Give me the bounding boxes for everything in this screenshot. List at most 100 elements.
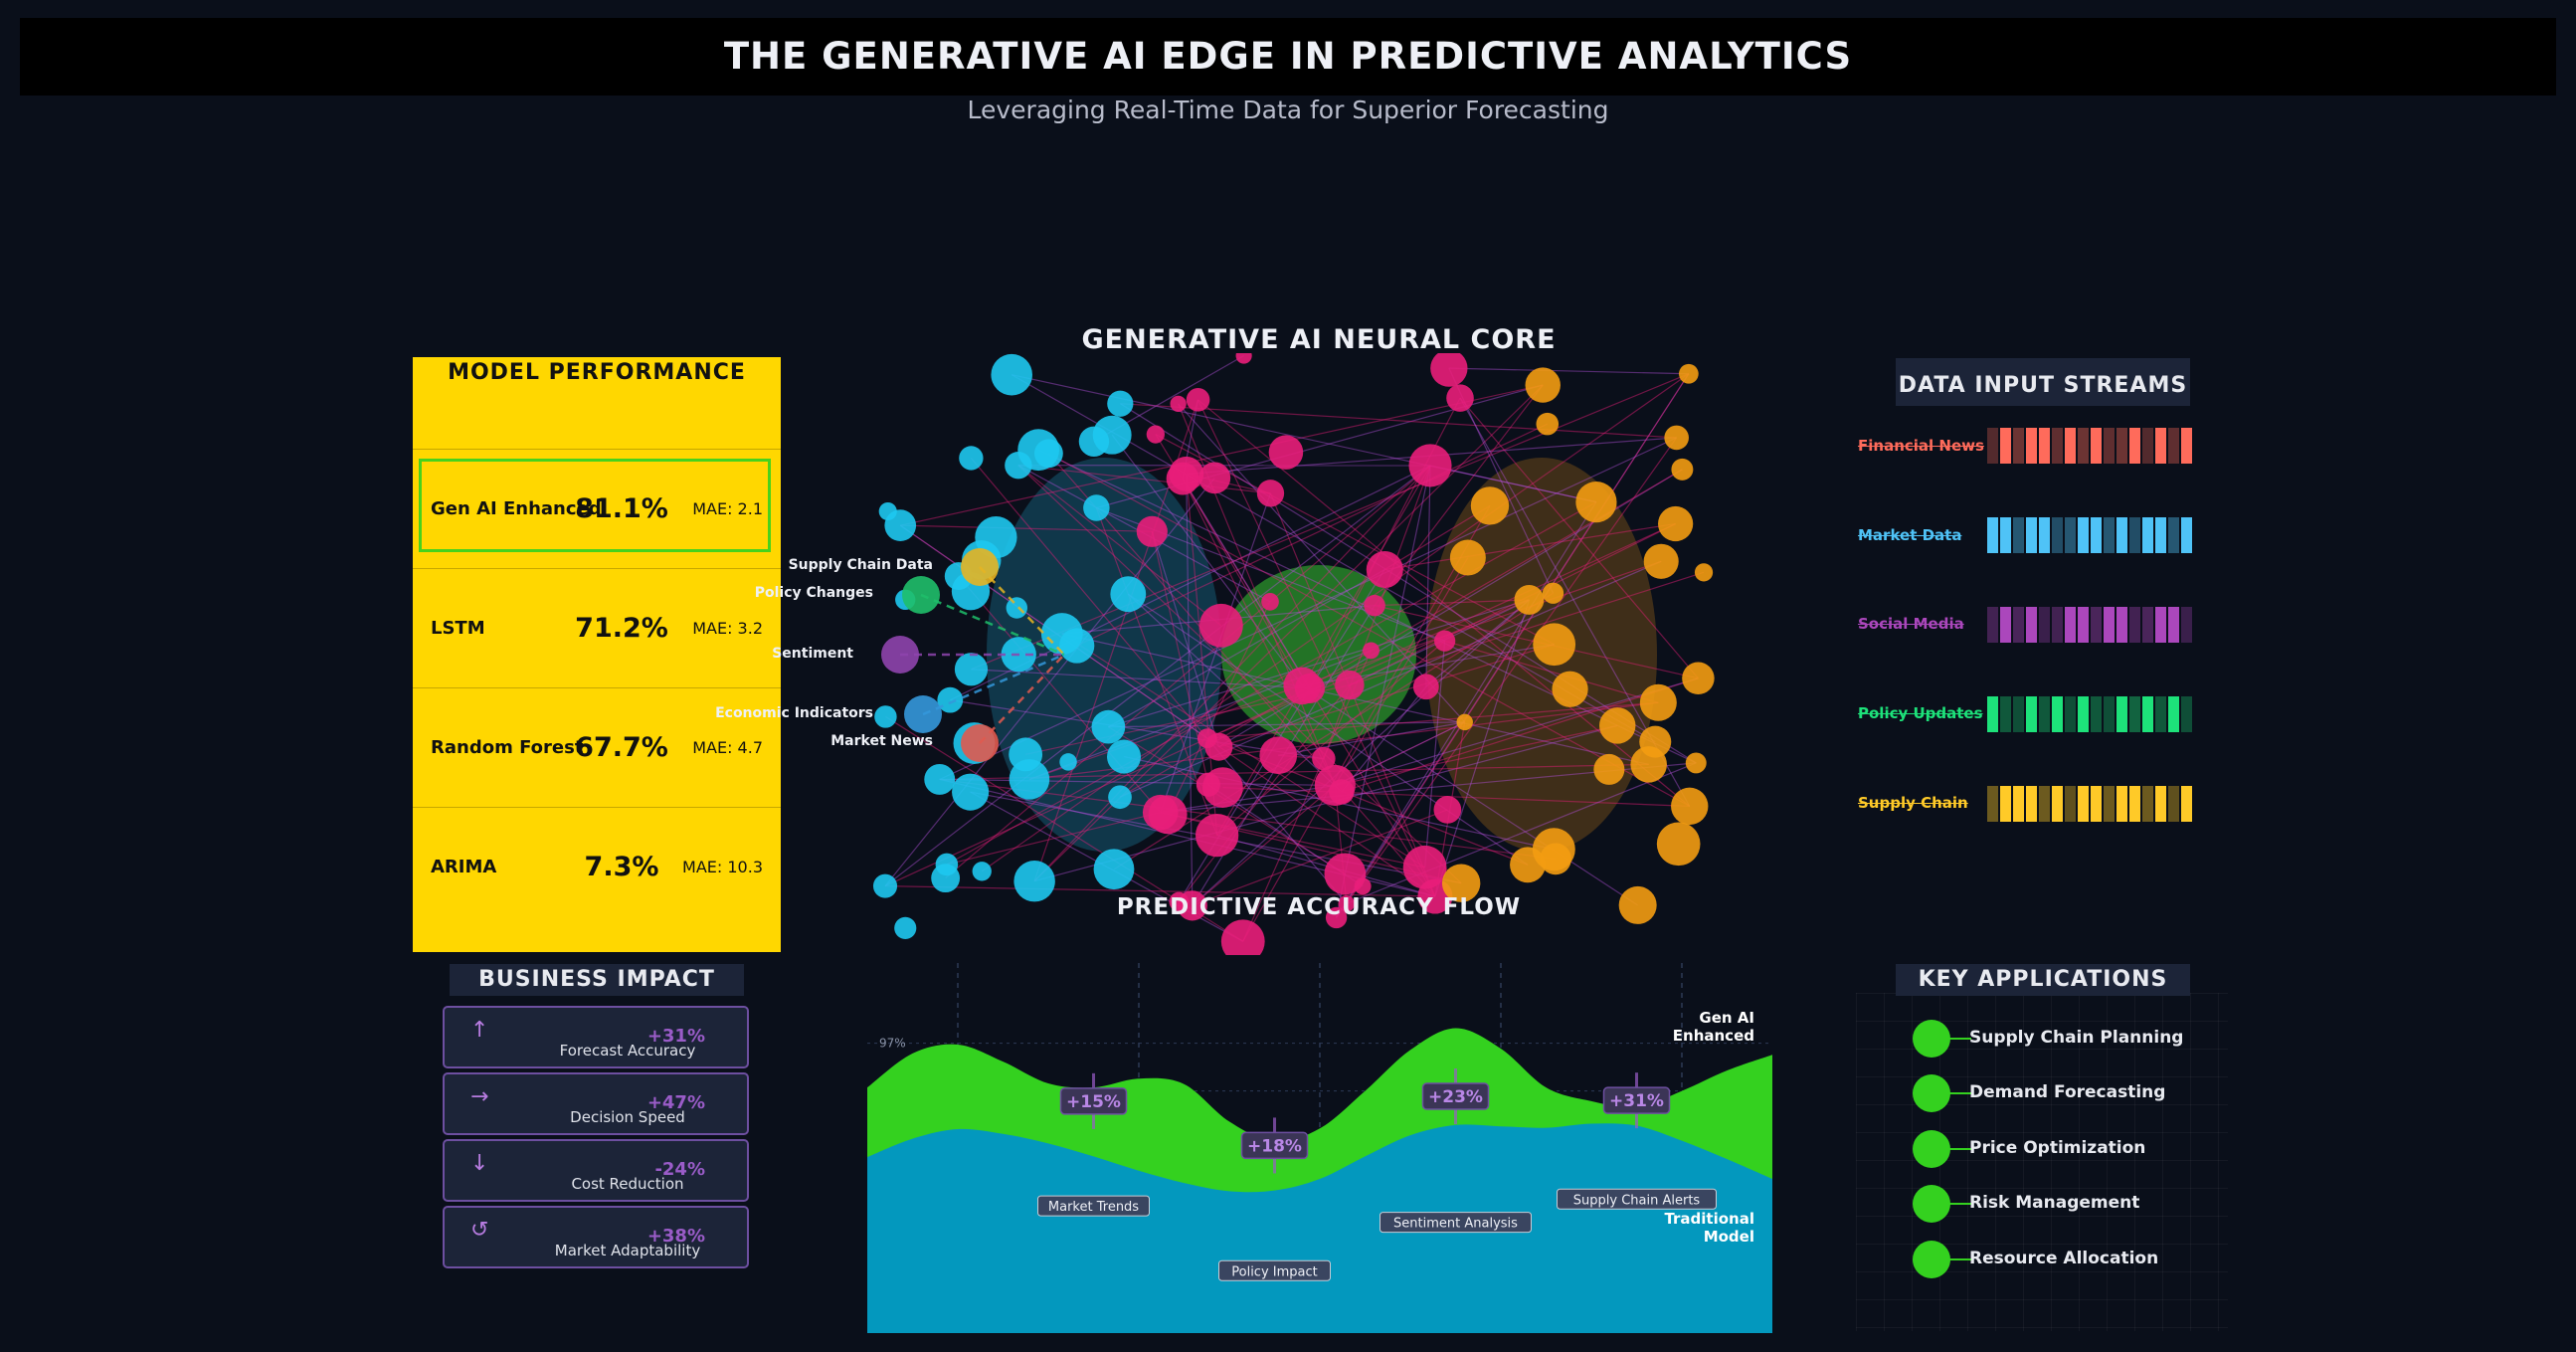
network-edge [1113, 592, 1554, 870]
network-node [1092, 415, 1132, 455]
network-node [1083, 494, 1110, 521]
stream-bar [2181, 607, 2192, 643]
network-edge [1119, 560, 1662, 798]
series-label: Model [1704, 1228, 1754, 1246]
model-row-gen-ai[interactable]: Gen AI Enhanced 81.1% MAE: 2.1 [413, 449, 781, 569]
network-node [1630, 746, 1667, 783]
stream-bar [2091, 696, 2102, 732]
stream-label-social-media: Social Media [1858, 615, 1964, 633]
network-edge [939, 778, 1336, 787]
source-label-market-news: Market News [830, 733, 933, 749]
stream-bar [1987, 786, 1998, 822]
network-node [1671, 458, 1694, 481]
network-edge [900, 524, 1153, 532]
network-node [1261, 593, 1279, 611]
source-node [961, 548, 999, 586]
series-label: Enhanced [1673, 1027, 1754, 1045]
network-node [1682, 662, 1715, 695]
network-edge [946, 812, 1161, 866]
model-accuracy: 7.3% [584, 852, 659, 882]
network-node [878, 501, 897, 521]
application-dot-icon [1913, 1185, 1950, 1223]
network-node [1510, 847, 1546, 883]
network-edge [1167, 601, 1271, 815]
network-edge [885, 885, 1435, 897]
stream-bar [2013, 428, 2024, 464]
model-name: ARIMA [431, 857, 497, 877]
stream-bar [2155, 786, 2166, 822]
stream-bar [2091, 428, 2102, 464]
model-name: LSTM [431, 618, 485, 639]
network-edge [1048, 453, 1691, 807]
stream-bar [2168, 517, 2179, 553]
network-node [1314, 764, 1356, 806]
source-label-economic-indicators: Economic Indicators [715, 705, 873, 721]
data-streams-title: DATA INPUT STREAMS [1898, 373, 2188, 398]
stream-bar [2026, 607, 2037, 643]
network-node [1618, 885, 1657, 924]
network-edge [1061, 633, 1425, 869]
network-edge [884, 465, 1431, 887]
stream-bar [2129, 696, 2140, 732]
improvement-badge [1059, 1087, 1128, 1115]
network-node [872, 873, 898, 898]
stream-bar [2104, 786, 2115, 822]
source-label-policy-changes: Policy Changes [754, 585, 873, 601]
network-node [1136, 515, 1168, 547]
model-row-random-forest[interactable]: Random Forest 67.7% MAE: 4.7 [413, 687, 781, 808]
network-node [1196, 813, 1239, 858]
stream-bar [2142, 607, 2153, 643]
network-node [954, 653, 989, 686]
network-node [1449, 539, 1486, 576]
network-edge [1335, 721, 1465, 786]
network-edge [1424, 641, 1446, 868]
source-connector [920, 593, 1065, 657]
data-streams-title-bg [1896, 358, 2190, 406]
application-connector [1947, 1092, 1971, 1094]
stream-bar [2013, 696, 2024, 732]
model-mae: MAE: 10.3 [682, 858, 763, 876]
network-edge [1335, 721, 1465, 786]
application-resource-allocation[interactable]: Resource Allocation [1969, 1249, 2159, 1268]
header-bar [20, 18, 2556, 96]
application-demand-forecasting[interactable]: Demand Forecasting [1969, 1082, 2166, 1102]
impact-card-forecast-accuracy[interactable]: ↑ +31% Forecast Accuracy [443, 1006, 749, 1068]
network-node [1146, 425, 1165, 444]
network-edge [1182, 478, 1311, 689]
application-price-optimization[interactable]: Price Optimization [1969, 1138, 2146, 1158]
model-row-arima[interactable]: ARIMA 7.3% MAE: 10.3 [413, 807, 781, 927]
stream-bar [2039, 696, 2050, 732]
accuracy-flow-title: PREDICTIVE ACCURACY FLOW [1116, 894, 1522, 920]
stream-bar [2026, 517, 2037, 553]
network-node [1093, 849, 1135, 890]
stream-bar [2078, 696, 2089, 732]
network-node [1536, 412, 1560, 436]
network-node [1446, 384, 1474, 412]
network-edge [1349, 571, 1705, 686]
stream-bar [2026, 786, 2037, 822]
network-node [1593, 753, 1625, 785]
model-row-lstm[interactable]: LSTM 71.2% MAE: 3.2 [413, 568, 781, 688]
network-node [1110, 576, 1147, 613]
application-connector [1947, 1148, 1971, 1150]
network-node [1402, 845, 1447, 889]
network-node [924, 763, 956, 795]
application-risk-management[interactable]: Risk Management [1969, 1193, 2140, 1213]
network-node [1433, 796, 1462, 824]
stream-bar [2078, 517, 2089, 553]
network-node [1338, 894, 1356, 912]
impact-card-cost-reduction[interactable]: ↓ -24% Cost Reduction [443, 1139, 749, 1202]
network-edge [1017, 465, 1222, 627]
network-edge [1108, 599, 1530, 728]
model-performance-panel: MODEL PERFORMANCE Gen AI Enhanced 81.1% … [413, 357, 781, 952]
impact-card-market-adaptability[interactable]: ↺ +38% Market Adaptability [443, 1206, 749, 1268]
network-node [1599, 707, 1636, 744]
stream-bar [2039, 786, 2050, 822]
application-supply-chain-planning[interactable]: Supply Chain Planning [1969, 1028, 2184, 1048]
network-node [1148, 795, 1188, 835]
arrow-up-icon: ↑ [470, 1018, 489, 1043]
impact-card-decision-speed[interactable]: → +47% Decision Speed [443, 1072, 749, 1135]
network-node [1335, 670, 1365, 700]
network-edge [884, 522, 1676, 887]
network-node [894, 916, 917, 939]
